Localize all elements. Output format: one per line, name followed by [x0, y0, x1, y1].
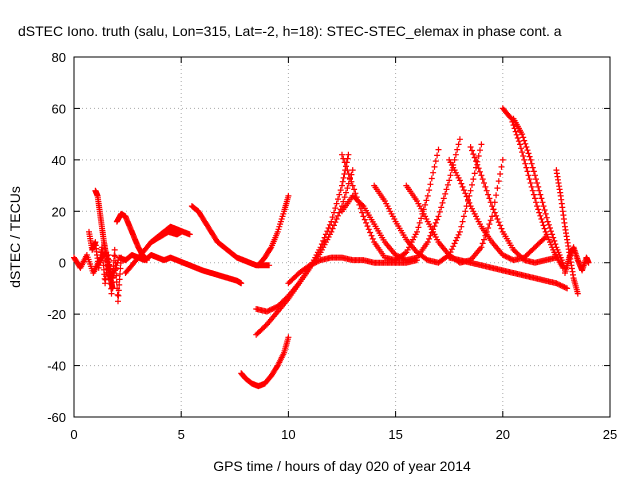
series-arc-early-bump-2	[148, 223, 193, 246]
data-point-markers	[467, 144, 560, 266]
series-arc-late-noisy	[562, 244, 592, 276]
data-point-markers	[238, 334, 292, 390]
data-point-markers	[446, 254, 571, 292]
x-tick-label: 10	[281, 427, 295, 442]
data-point-markers	[371, 141, 485, 266]
data-point-markers	[113, 210, 150, 264]
series-arc-u-7	[467, 144, 560, 266]
y-tick-label: 60	[52, 101, 66, 116]
series-arc-peak-60	[499, 105, 566, 271]
series-arc-early-spike	[92, 187, 116, 292]
data-point-markers	[499, 105, 566, 271]
x-tick-label: 15	[388, 427, 402, 442]
series-arc-u-4	[371, 141, 485, 266]
data-point-markers	[553, 167, 581, 297]
y-axis-label: dSTEC / TECUs	[7, 186, 23, 288]
data-point-markers	[285, 254, 420, 287]
x-tick-label: 20	[496, 427, 510, 442]
series-arc-cross-low	[285, 254, 420, 287]
data-point-markers	[92, 187, 116, 292]
series-arc-u-3	[339, 136, 463, 264]
series-arc-neg-bowl	[238, 334, 292, 390]
data-point-markers	[255, 192, 292, 269]
y-tick-label: -40	[47, 359, 66, 374]
chart-title: dSTEC Iono. truth (salu, Lon=315, Lat=-2…	[18, 23, 562, 39]
x-tick-label: 5	[178, 427, 185, 442]
y-tick-label: 20	[52, 204, 66, 219]
y-tick-label: 40	[52, 153, 66, 168]
y-tick-label: 80	[52, 50, 66, 65]
series-arc-early-bump	[113, 210, 150, 264]
series-arc-descend-1	[188, 203, 273, 269]
series-arc-flat-neg	[446, 254, 571, 292]
x-tick-label: 0	[70, 427, 77, 442]
series-arc-peak-56	[510, 115, 568, 271]
y-tick-label: -60	[47, 410, 66, 425]
data-marks	[71, 105, 592, 390]
series-arc-u-1	[255, 192, 292, 269]
y-tick-label: 0	[59, 256, 66, 271]
plot-frame	[73, 56, 611, 418]
series-arc-late-drop	[553, 167, 581, 297]
data-point-markers	[148, 223, 193, 246]
x-tick-label: 25	[603, 427, 617, 442]
y-tick-label: -20	[47, 307, 66, 322]
data-point-markers	[510, 115, 568, 271]
x-axis-label: GPS time / hours of day 020 of year 2014	[213, 458, 471, 474]
axis-ticks: 0 5 10 15 20 25 -60 -40 -20 0 20 40 60 80	[47, 50, 617, 442]
data-point-markers	[188, 203, 273, 269]
data-point-markers	[562, 244, 592, 276]
data-point-markers	[339, 136, 463, 264]
